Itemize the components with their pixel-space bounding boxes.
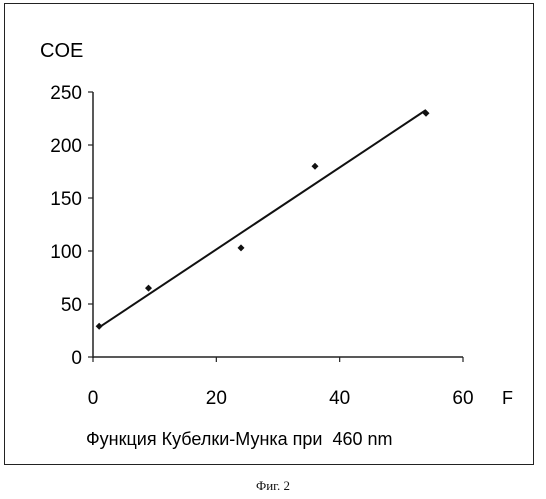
y-tick-label: 0 xyxy=(71,348,82,369)
y-tick-label: 100 xyxy=(50,242,82,263)
y-tick-label: 150 xyxy=(50,189,82,210)
tick-labels: 0 50 100 150 200 250 0 20 40 60 xyxy=(50,83,473,409)
figure-caption: Фиг. 2 xyxy=(0,478,546,494)
data-point xyxy=(96,323,103,330)
y-tick-label: 250 xyxy=(50,83,82,104)
axes xyxy=(93,92,463,358)
x-tick-label: 40 xyxy=(329,388,350,409)
y-axis-label: COE xyxy=(40,40,83,62)
x-axis-label: Функция Кубелки-Мунка при 460 nm xyxy=(86,429,393,449)
data-point xyxy=(145,285,152,292)
y-tick-label: 50 xyxy=(61,295,82,316)
data-point xyxy=(312,163,319,170)
data-point xyxy=(238,244,245,251)
x-tick-label: 60 xyxy=(452,388,473,409)
trendline xyxy=(99,110,426,327)
y-tick-label: 200 xyxy=(50,136,82,157)
x-tick-label: 0 xyxy=(88,388,99,409)
trendline-group xyxy=(99,110,426,327)
x-axis-end-label: F xyxy=(502,388,513,408)
x-tick-label: 20 xyxy=(206,388,227,409)
